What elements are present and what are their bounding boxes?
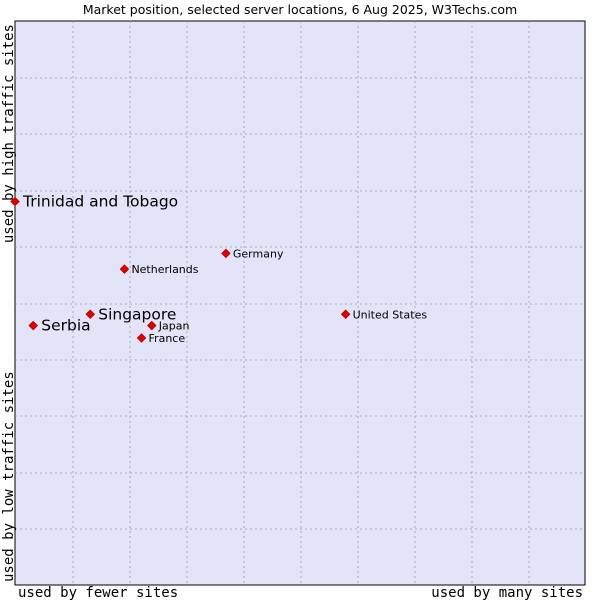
point-marker <box>147 320 157 331</box>
point-label: Serbia <box>41 317 90 335</box>
point-marker <box>136 333 147 343</box>
point-marker <box>85 309 96 320</box>
data-point-netherlands: Netherlands <box>119 263 199 276</box>
point-label: Japan <box>158 320 190 333</box>
point-label: Singapore <box>98 305 176 323</box>
plot-area <box>14 20 586 586</box>
data-point-trinidad-and-tobago: Trinidad and Tobago <box>10 192 178 210</box>
y-axis-label-high: used by high traffic sites <box>1 24 17 243</box>
x-axis-label-low: used by fewer sites <box>18 585 178 600</box>
point-label: Trinidad and Tobago <box>22 192 178 210</box>
point-label: France <box>149 332 186 345</box>
data-point-france: France <box>136 332 186 345</box>
data-point-japan: Japan <box>147 320 190 333</box>
point-label: Germany <box>233 247 284 260</box>
data-point-united-states: United States <box>340 308 428 321</box>
point-label: United States <box>353 308 428 321</box>
point-label: Netherlands <box>131 263 198 276</box>
point-marker <box>119 264 130 274</box>
chart-title: Market position, selected server locatio… <box>83 2 517 17</box>
point-marker <box>340 309 351 320</box>
data-points: Trinidad and Tobago Serbia Singapore Nether… <box>10 192 428 345</box>
point-marker <box>10 196 20 207</box>
data-point-germany: Germany <box>221 247 284 260</box>
point-marker <box>28 320 39 331</box>
data-point-singapore: Singapore <box>85 305 176 323</box>
data-point-serbia: Serbia <box>28 317 91 335</box>
y-axis-label-low: used by low traffic sites <box>1 371 17 582</box>
grid-lines <box>15 21 585 585</box>
point-marker <box>221 248 231 259</box>
x-axis-label-high: used by many sites <box>431 585 583 600</box>
